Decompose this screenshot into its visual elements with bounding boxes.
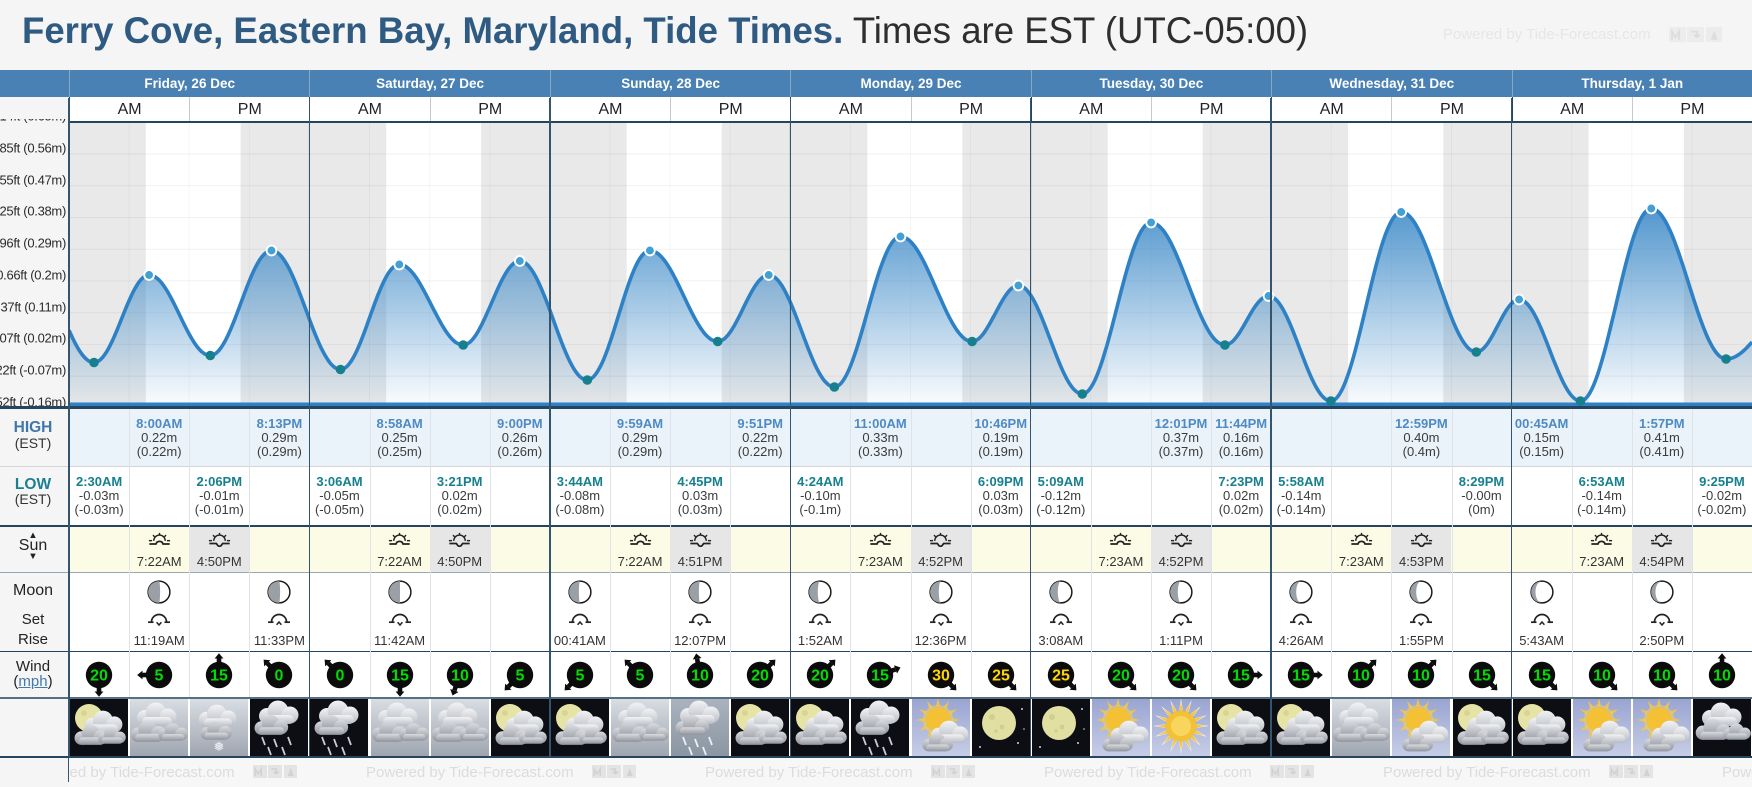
- svg-text:15: 15: [391, 668, 409, 685]
- svg-text:0: 0: [335, 668, 344, 685]
- svg-text:20: 20: [1112, 668, 1130, 685]
- svg-text:10: 10: [1653, 668, 1671, 685]
- svg-text:5: 5: [515, 668, 524, 685]
- svg-text:10: 10: [1412, 668, 1430, 685]
- svg-text:15: 15: [1232, 668, 1250, 685]
- svg-text:15: 15: [1292, 668, 1310, 685]
- svg-text:15: 15: [1533, 668, 1551, 685]
- svg-text:15: 15: [210, 668, 228, 685]
- svg-text:25: 25: [1052, 668, 1070, 685]
- svg-text:10: 10: [1352, 668, 1370, 685]
- svg-text:20: 20: [751, 668, 769, 685]
- svg-text:5: 5: [155, 668, 164, 685]
- svg-text:30: 30: [932, 668, 950, 685]
- svg-text:0: 0: [275, 668, 284, 685]
- svg-text:5: 5: [575, 668, 584, 685]
- svg-text:10: 10: [1593, 668, 1611, 685]
- svg-text:25: 25: [992, 668, 1010, 685]
- svg-text:10: 10: [1713, 668, 1731, 685]
- svg-text:5: 5: [636, 668, 645, 685]
- svg-text:10: 10: [451, 668, 469, 685]
- svg-text:15: 15: [1473, 668, 1491, 685]
- svg-text:❅: ❅: [214, 739, 225, 754]
- svg-text:15: 15: [871, 668, 889, 685]
- svg-text:20: 20: [90, 668, 108, 685]
- svg-text:10: 10: [691, 668, 709, 685]
- svg-text:20: 20: [1172, 668, 1190, 685]
- svg-text:20: 20: [811, 668, 829, 685]
